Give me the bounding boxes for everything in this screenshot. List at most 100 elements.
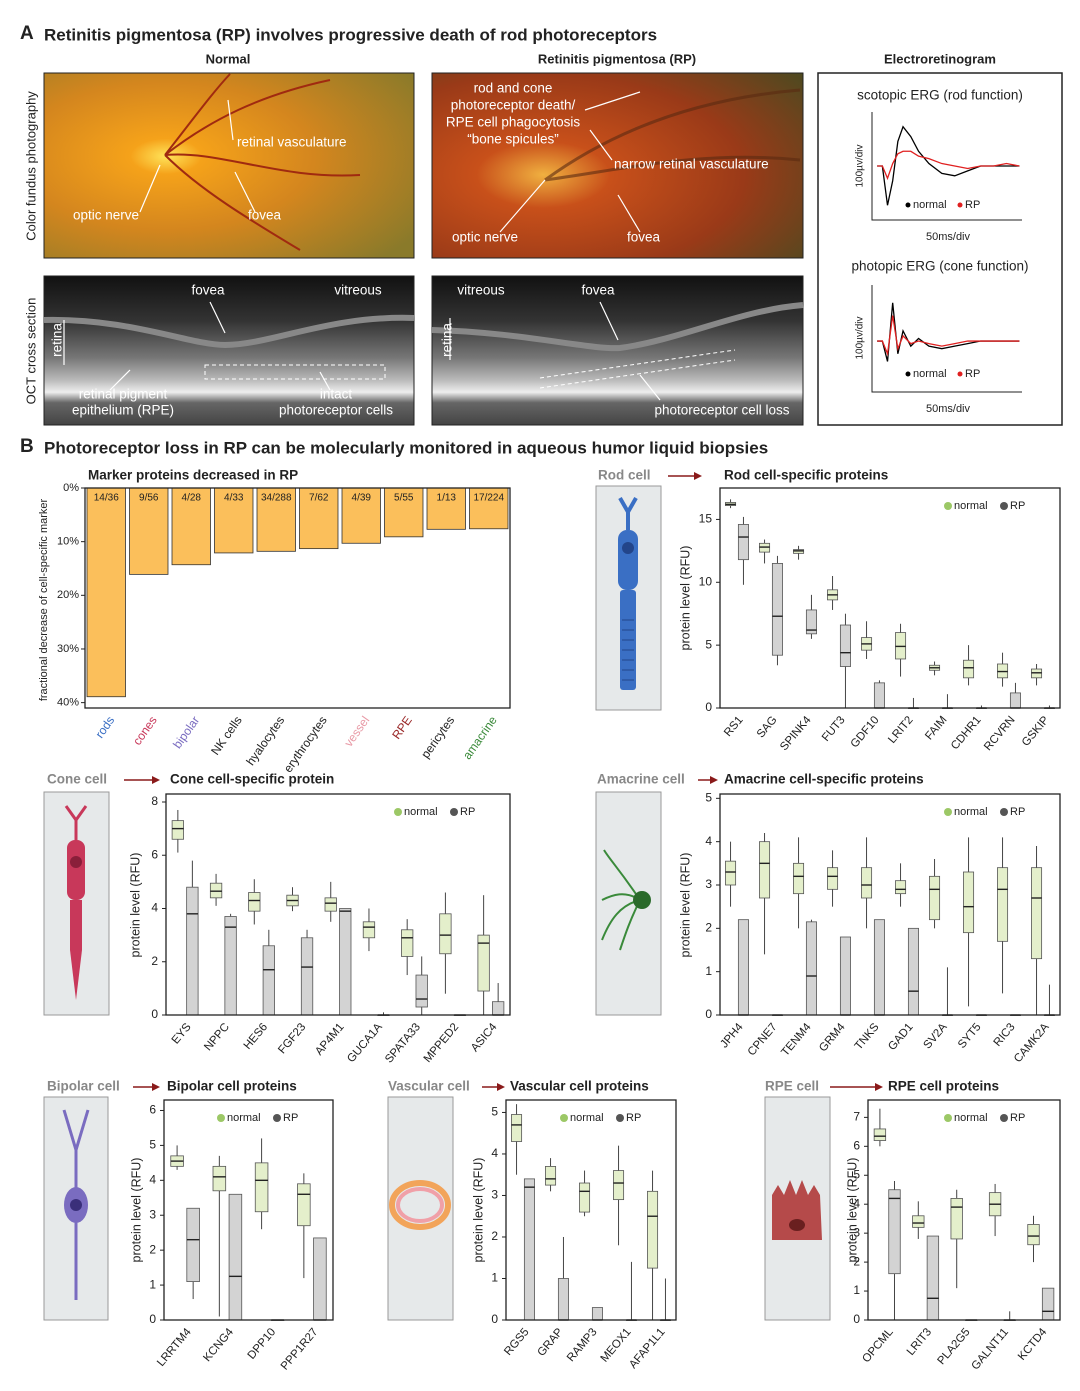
annotation: rod and cone bbox=[474, 81, 553, 96]
legend-label: RP bbox=[1010, 1112, 1025, 1124]
annotation: vitreous bbox=[334, 283, 382, 298]
legend-marker bbox=[957, 371, 963, 377]
pointer bbox=[139, 99, 256, 213]
box bbox=[737, 919, 749, 1016]
annotation: narrow retinal vasculature bbox=[614, 157, 769, 172]
cone-icon bbox=[43, 791, 110, 1016]
legend-marker bbox=[217, 1114, 225, 1122]
legend-label: RP bbox=[1010, 806, 1025, 818]
plot-frame bbox=[719, 793, 1061, 1016]
legend-label: normal bbox=[913, 368, 947, 380]
legend-label: RP bbox=[1010, 500, 1025, 512]
annotation: fovea bbox=[627, 230, 661, 245]
value-label: 14/36 bbox=[94, 493, 119, 504]
box bbox=[401, 929, 414, 957]
cell-label: Vascular cell bbox=[388, 1079, 470, 1094]
cell-label: RPE cell bbox=[765, 1079, 819, 1094]
value-label: 17/224 bbox=[473, 493, 504, 504]
panel-label: B bbox=[20, 436, 34, 457]
y-tick-label: 40% bbox=[57, 697, 79, 709]
y-tick-label: 5 bbox=[705, 791, 712, 805]
cell-label: Cone cell bbox=[47, 772, 107, 787]
chart-title: scotopic ERG (rod function) bbox=[857, 88, 1023, 103]
chart-title: Amacrine cell-specific proteins bbox=[724, 772, 924, 787]
value-label: 9/56 bbox=[139, 493, 159, 504]
box bbox=[805, 921, 817, 1016]
annotation: retina bbox=[50, 323, 65, 357]
legend-marker bbox=[905, 371, 911, 377]
y-axis-label: fractional decrease of cell-specific mar… bbox=[38, 498, 50, 701]
oct-image bbox=[43, 275, 415, 426]
box bbox=[839, 624, 851, 667]
box bbox=[228, 1193, 243, 1321]
legend-marker bbox=[273, 1114, 281, 1122]
box bbox=[888, 1189, 901, 1275]
box bbox=[926, 1235, 940, 1321]
value-label: 1/13 bbox=[437, 493, 457, 504]
legend-label: normal bbox=[570, 1112, 604, 1124]
pointer bbox=[499, 91, 641, 233]
bar bbox=[341, 487, 381, 544]
y-tick-label: 1 bbox=[853, 1283, 860, 1297]
y-tick-label: 6 bbox=[853, 1138, 860, 1152]
box bbox=[963, 871, 975, 934]
y-axis-label: protein level (RFU) bbox=[129, 1158, 143, 1263]
box bbox=[827, 867, 839, 890]
chart-title: Rod cell-specific proteins bbox=[724, 468, 888, 483]
legend-label: normal bbox=[954, 806, 988, 818]
box bbox=[737, 524, 749, 561]
annotation: RPE cell phagocytosis bbox=[446, 115, 581, 130]
annotation: optic nerve bbox=[452, 230, 518, 245]
bar bbox=[214, 487, 254, 554]
chart-title: Vascular cell proteins bbox=[510, 1079, 649, 1094]
y-tick-label: 3 bbox=[491, 1188, 498, 1202]
highlight-box bbox=[204, 364, 386, 380]
panel-label: A bbox=[20, 23, 34, 44]
chart-title: RPE cell proteins bbox=[888, 1079, 999, 1094]
box bbox=[1027, 1224, 1040, 1246]
box bbox=[839, 936, 851, 1016]
legend-label: normal bbox=[913, 199, 947, 211]
column-header: Retinitis pigmentosa (RP) bbox=[538, 51, 696, 66]
annotation: retina bbox=[440, 323, 455, 357]
box bbox=[248, 892, 261, 912]
box bbox=[492, 1001, 505, 1016]
bar bbox=[171, 487, 211, 566]
annotation: epithelium (RPE) bbox=[72, 403, 174, 418]
y-axis-label: protein level (RFU) bbox=[678, 546, 692, 651]
bar bbox=[384, 487, 424, 538]
legend-label: RP bbox=[626, 1112, 641, 1124]
legend-marker bbox=[394, 808, 402, 816]
legend-label: normal bbox=[954, 1112, 988, 1124]
legend-marker bbox=[944, 808, 952, 816]
bar bbox=[426, 487, 466, 530]
annotation: retinal vasculature bbox=[237, 135, 347, 150]
box bbox=[771, 563, 783, 656]
y-tick-label: 1 bbox=[491, 1271, 498, 1285]
box bbox=[339, 908, 352, 1016]
box bbox=[186, 886, 199, 1016]
arrow-head bbox=[152, 776, 160, 784]
x-axis-label: 50ms/div bbox=[926, 231, 971, 243]
box bbox=[591, 1307, 603, 1321]
box bbox=[224, 916, 237, 1016]
annotation: photoreceptor death/ bbox=[451, 98, 576, 113]
x-axis-label: 50ms/div bbox=[926, 403, 971, 415]
chart-title: photopic ERG (cone function) bbox=[851, 259, 1028, 274]
plot-frame bbox=[719, 487, 1061, 709]
y-tick-label: 30% bbox=[57, 643, 79, 655]
series-line bbox=[877, 315, 1020, 357]
y-tick-label: 4 bbox=[491, 1146, 498, 1160]
pointer bbox=[449, 301, 661, 401]
highlight-box bbox=[539, 349, 736, 389]
value-label: 7/62 bbox=[309, 493, 329, 504]
y-axis-label: protein level (RFU) bbox=[845, 1158, 859, 1263]
bar bbox=[299, 487, 339, 550]
chart-title: Bipolar cell proteins bbox=[167, 1079, 297, 1094]
annotation: photoreceptor cell loss bbox=[654, 403, 789, 418]
box bbox=[212, 1165, 227, 1192]
y-tick-label: 1 bbox=[705, 964, 712, 978]
annotation: fovea bbox=[581, 283, 615, 298]
legend-label: RP bbox=[283, 1112, 298, 1124]
